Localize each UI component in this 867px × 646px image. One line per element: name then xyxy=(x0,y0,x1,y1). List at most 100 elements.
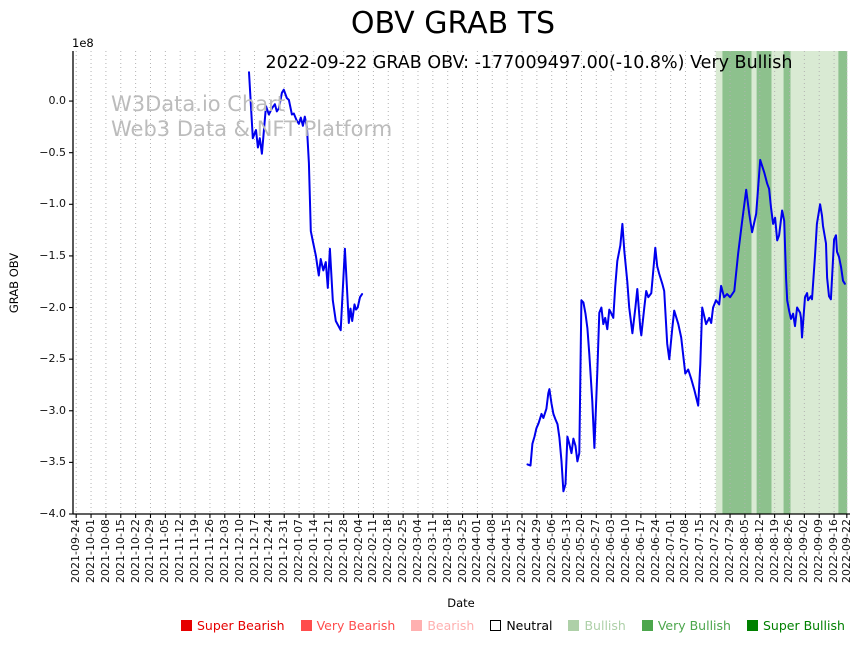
legend-swatch-icon xyxy=(411,620,423,631)
x-tick-label: 2022-02-04 xyxy=(351,519,365,583)
y-tick-label: −0.5 xyxy=(39,145,66,159)
signal-band-bullish xyxy=(751,51,757,514)
signal-band-bullish xyxy=(715,51,723,514)
x-tick-label: 2022-02-18 xyxy=(381,519,395,583)
legend-swatch-icon xyxy=(568,620,580,631)
legend-item-very-bearish: Very Bearish xyxy=(300,618,396,633)
signal-band-bullish xyxy=(771,51,784,514)
legend-swatch-icon xyxy=(641,620,653,631)
x-tick-label: 2022-08-12 xyxy=(752,519,766,583)
x-tick-label: 2022-06-03 xyxy=(604,519,618,583)
y-axis-offset-label: 1e8 xyxy=(72,36,94,50)
legend-item-very-bullish: Very Bullish xyxy=(641,618,731,633)
x-tick-label: 2022-01-07 xyxy=(292,519,306,583)
x-tick-label: 2022-05-13 xyxy=(559,519,573,583)
x-axis-label: Date xyxy=(447,596,475,610)
obv-line-series xyxy=(526,158,846,493)
legend-item-bearish: Bearish xyxy=(411,618,474,633)
legend-item-label: Neutral xyxy=(506,618,553,633)
legend-swatch-icon xyxy=(181,620,192,631)
y-tick-label: −1.0 xyxy=(39,197,66,211)
legend-item-label: Very Bearish xyxy=(316,618,396,633)
x-tick-label: 2022-06-17 xyxy=(633,519,647,583)
y-tick-label: −2.5 xyxy=(39,352,66,366)
x-tick-label: 2022-08-05 xyxy=(737,519,751,583)
x-tick-label: 2022-04-08 xyxy=(485,519,499,583)
x-tick-label: 2022-07-22 xyxy=(708,519,722,583)
x-tick-label: 2022-03-18 xyxy=(440,519,454,583)
y-tick-label: −4.0 xyxy=(39,507,66,520)
y-tick-label: −3.5 xyxy=(39,455,66,469)
legend-swatch-icon xyxy=(746,620,758,631)
legend-item-label: Super Bullish xyxy=(762,618,845,633)
x-tick-label: 2022-03-04 xyxy=(410,519,424,583)
signal-legend: Super Bearish Very Bearish Bearish Neutral B… xyxy=(181,618,845,633)
legend-item-bullish: Bullish xyxy=(568,618,626,633)
x-tick-label: 2021-12-24 xyxy=(262,519,276,583)
x-tick-label: 2022-09-16 xyxy=(827,519,841,583)
x-tick-label: 2021-12-10 xyxy=(232,519,246,583)
legend-item-super-bearish: Super Bearish xyxy=(181,618,285,633)
x-tick-label: 2022-02-11 xyxy=(366,519,380,583)
y-tick-label: −3.0 xyxy=(39,403,66,417)
x-tick-label: 2021-12-17 xyxy=(247,519,261,583)
x-tick-label: 2021-10-29 xyxy=(143,519,157,583)
x-tick-label: 2022-03-11 xyxy=(425,519,439,583)
x-tick-label: 2022-05-06 xyxy=(544,519,558,583)
signal-band-bullish xyxy=(790,51,839,514)
x-tick-label: 2021-11-26 xyxy=(202,519,216,583)
x-tick-label: 2022-07-08 xyxy=(678,519,692,583)
x-tick-label: 2022-02-25 xyxy=(396,519,410,583)
x-tick-label: 2022-04-15 xyxy=(500,519,514,583)
x-tick-label: 2022-09-22 xyxy=(839,519,853,583)
legend-item-neutral: Neutral xyxy=(490,618,552,633)
legend-swatch-icon xyxy=(300,620,312,631)
signal-band-very-bullish xyxy=(756,51,772,514)
x-tick-label: 2022-04-29 xyxy=(529,519,543,583)
x-tick-label: 2021-10-08 xyxy=(98,519,112,583)
watermark-line2: Web3 Data & NFT Platform xyxy=(111,117,393,141)
obv-line-series xyxy=(248,71,364,332)
x-tick-label: 2021-10-01 xyxy=(84,519,98,583)
x-tick-label: 2022-04-22 xyxy=(515,519,528,583)
x-tick-label: 2021-11-19 xyxy=(188,519,202,583)
signal-band-very-bullish xyxy=(838,51,848,514)
chart-title: OBV GRAB TS xyxy=(350,6,556,41)
x-tick-label: 2022-01-28 xyxy=(336,519,350,583)
legend-swatch-icon xyxy=(490,620,502,631)
x-tick-label: 2022-04-01 xyxy=(470,519,484,583)
legend-item-label: Very Bullish xyxy=(657,618,731,633)
x-tick-label: 2021-09-24 xyxy=(69,519,83,583)
x-tick-label: 2021-12-31 xyxy=(277,519,291,583)
y-tick-label: −1.5 xyxy=(39,248,66,262)
x-tick-label: 2021-12-03 xyxy=(217,519,231,583)
x-tick-label: 2022-05-20 xyxy=(574,519,588,583)
watermark-line1: W3Data.io Chart xyxy=(111,92,286,116)
x-tick-label: 2022-06-10 xyxy=(619,519,633,583)
chart-subtitle: 2022-09-22 GRAB OBV: -177009497.00(-10.8… xyxy=(265,53,793,73)
y-tick-label: −2.0 xyxy=(39,300,66,314)
x-tick-label: 2022-03-25 xyxy=(455,519,469,583)
legend-item-label: Bearish xyxy=(427,618,475,633)
x-tick-label: 2022-06-24 xyxy=(648,519,662,583)
x-tick-label: 2021-11-05 xyxy=(158,519,172,583)
legend-item-super-bullish: Super Bullish xyxy=(746,618,845,633)
x-tick-label: 2021-11-12 xyxy=(173,519,187,583)
x-tick-label: 2022-01-21 xyxy=(321,519,335,583)
x-tick-label: 2022-05-27 xyxy=(589,519,603,583)
x-tick-label: 2022-08-19 xyxy=(767,519,781,583)
x-tick-label: 2022-09-02 xyxy=(797,519,811,583)
signal-band-very-bullish xyxy=(722,51,752,514)
x-tick-label: 2022-07-29 xyxy=(723,519,737,583)
y-tick-label: 0.0 xyxy=(48,94,67,108)
x-tick-label: 2021-10-15 xyxy=(113,519,127,583)
x-tick-label: 2022-07-01 xyxy=(663,519,677,583)
x-tick-label: 2021-10-22 xyxy=(128,519,142,583)
legend-item-label: Super Bearish xyxy=(197,618,285,633)
legend-item-label: Bullish xyxy=(584,618,626,633)
x-tick-label: 2022-07-15 xyxy=(693,519,707,583)
x-tick-label: 2022-08-26 xyxy=(782,519,796,583)
x-tick-label: 2022-01-14 xyxy=(306,519,320,583)
